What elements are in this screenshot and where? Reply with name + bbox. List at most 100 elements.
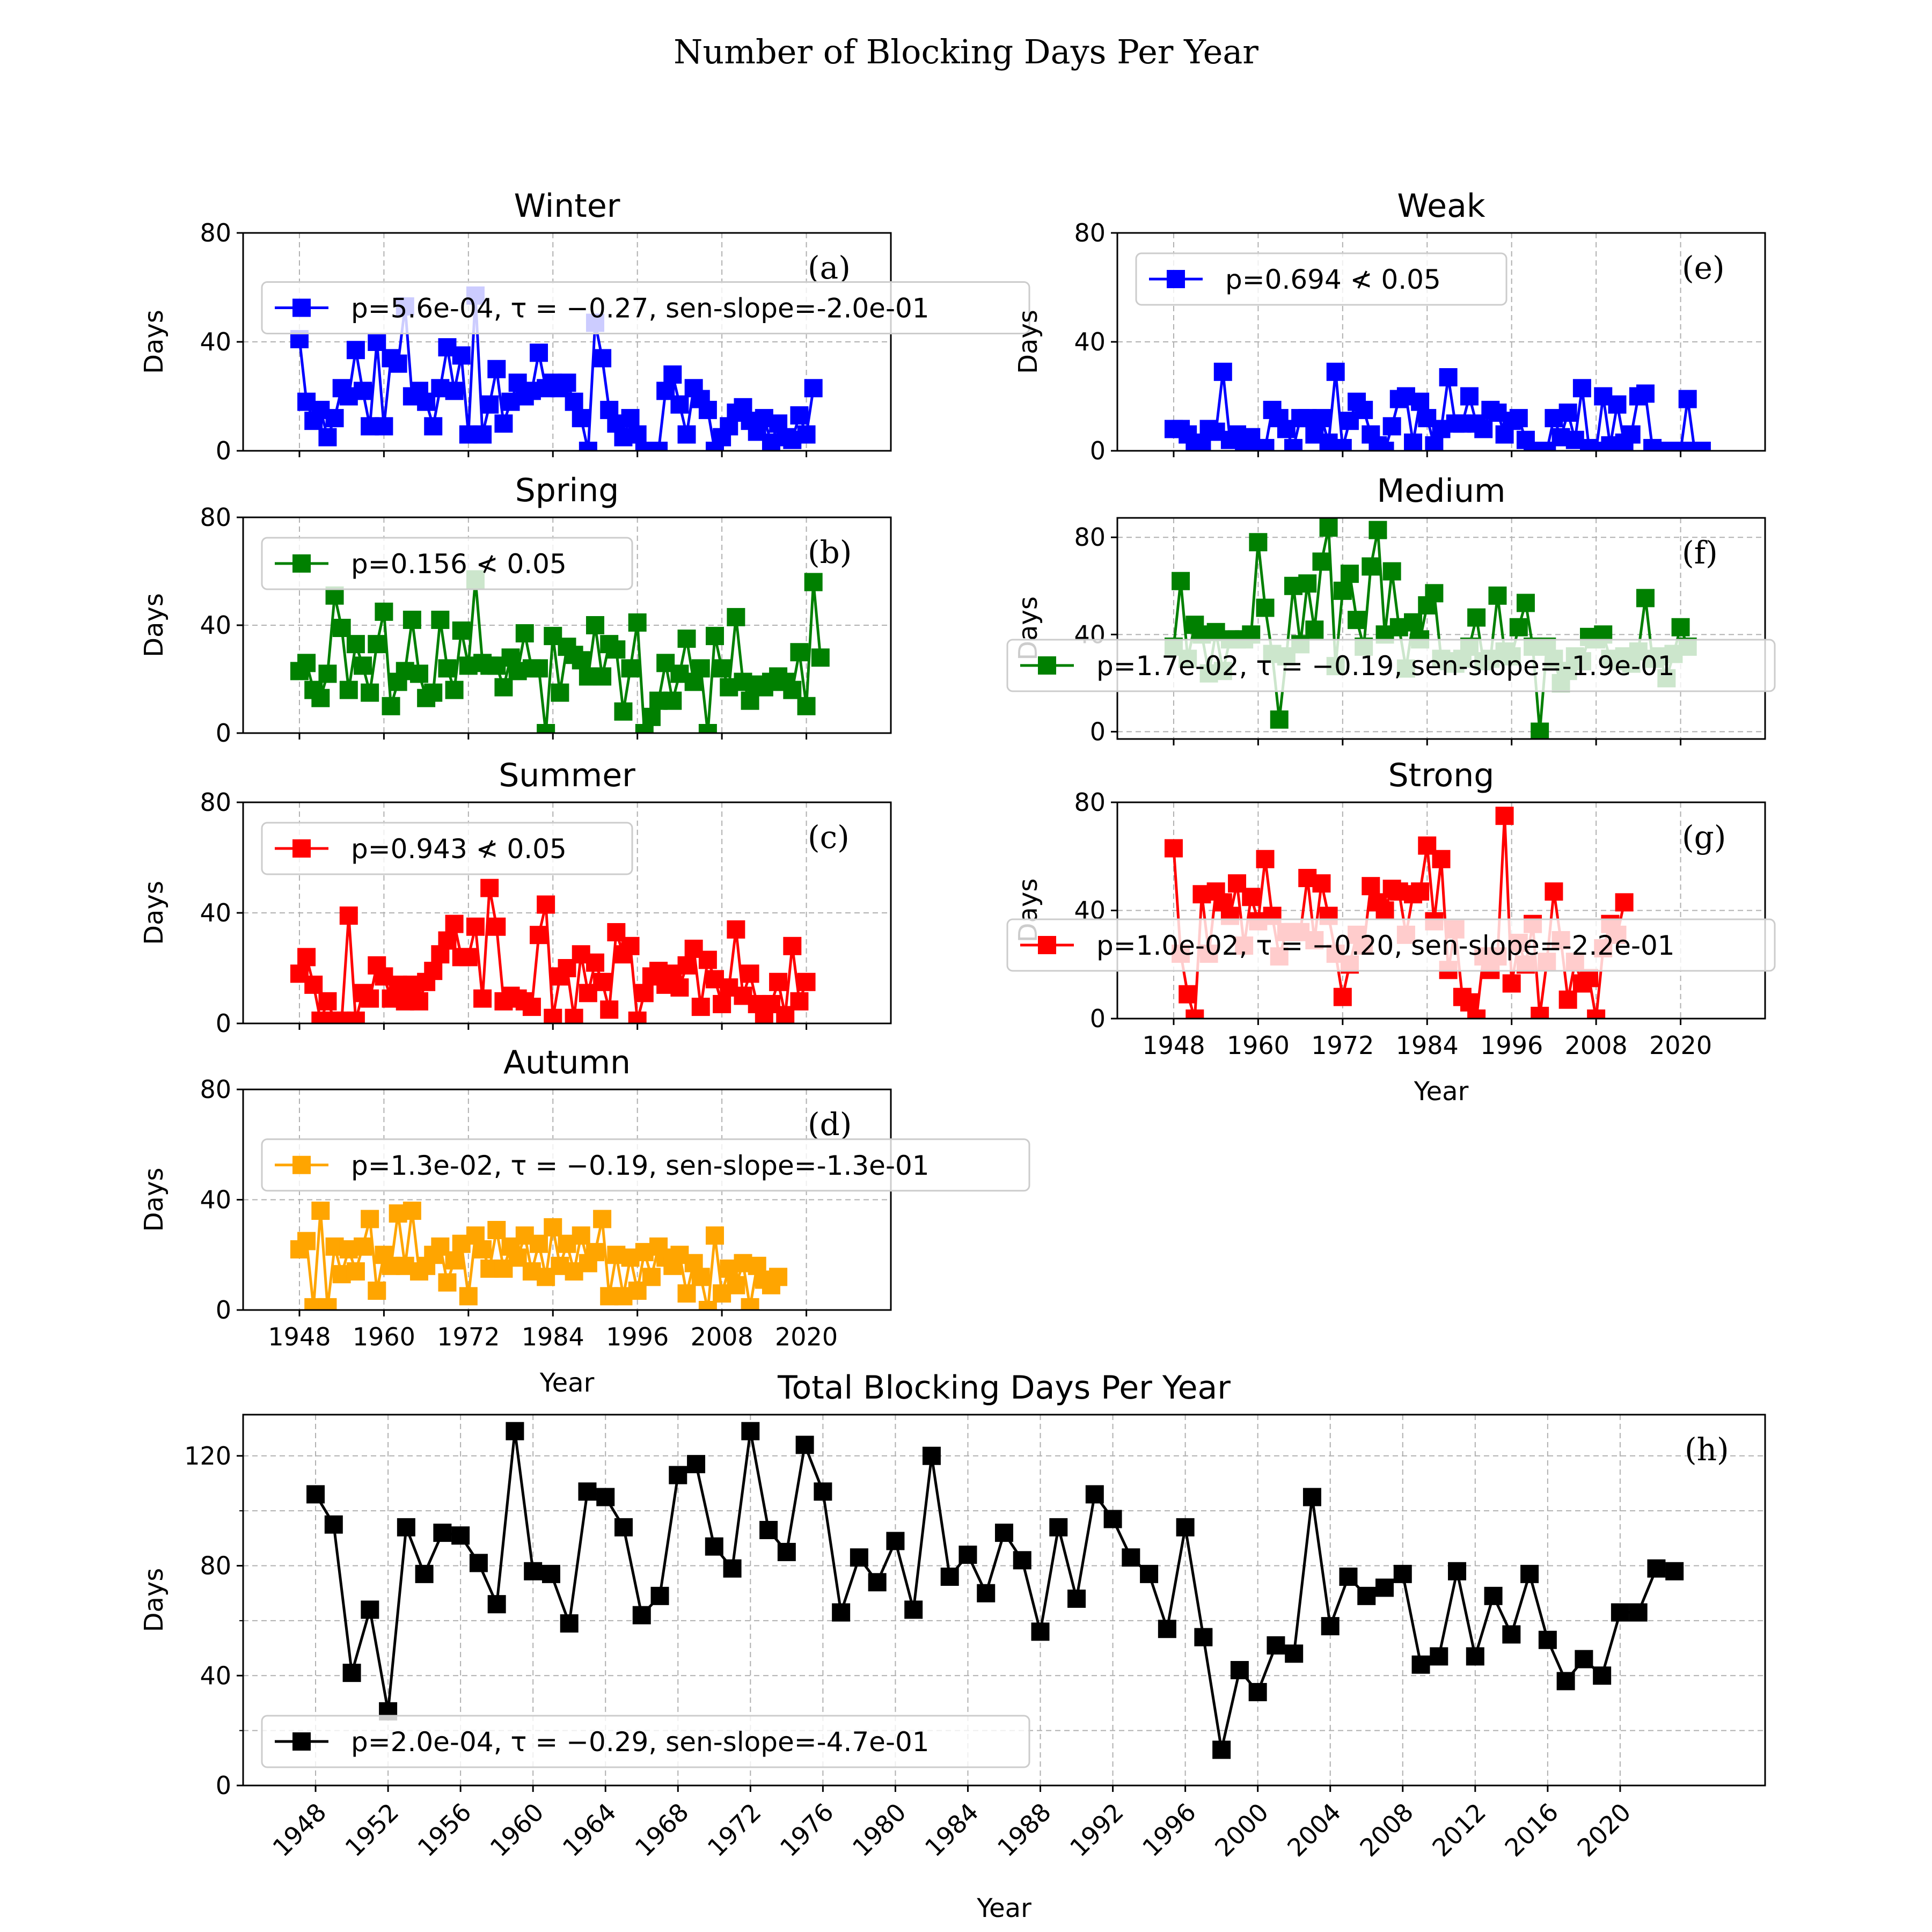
legend: p=0.156 ≮ 0.05 <box>261 537 633 590</box>
x-axis-label: Year <box>976 1893 1031 1923</box>
data-point <box>1249 533 1268 552</box>
data-point <box>1375 1578 1394 1597</box>
data-point <box>1587 442 1606 451</box>
data-point <box>650 1586 669 1605</box>
legend-label: p=5.6e-04, τ = −0.27, sen-slope=-2.0e-01 <box>351 293 930 324</box>
legend: p=1.3e-02, τ = −0.19, sen-slope=-1.3e-01 <box>261 1138 1030 1192</box>
data-point <box>1312 874 1331 893</box>
data-point <box>593 349 612 368</box>
data-point <box>1531 1006 1549 1019</box>
data-point <box>346 1262 365 1281</box>
data-point <box>1375 442 1394 451</box>
data-point <box>677 1284 696 1303</box>
data-point <box>635 724 654 733</box>
x-tick-label: 1960 <box>353 1322 415 1351</box>
x-tick-label: 1992 <box>1064 1797 1129 1862</box>
data-point <box>1321 1617 1340 1636</box>
data-point <box>1357 1586 1376 1605</box>
series-f <box>1164 518 1697 739</box>
data-point <box>663 691 682 710</box>
data-point <box>572 651 590 670</box>
data-point <box>1671 442 1690 451</box>
data-point <box>677 630 696 648</box>
legend: p=0.943 ≮ 0.05 <box>261 822 633 875</box>
data-point <box>1302 1488 1321 1506</box>
data-point <box>544 1218 562 1236</box>
data-point <box>1647 1559 1666 1578</box>
series-h <box>306 1422 1684 1759</box>
data-point <box>705 1537 723 1556</box>
x-tick-label: 1988 <box>992 1797 1057 1862</box>
data-point <box>506 1422 524 1440</box>
panel-title: Medium <box>1377 472 1506 510</box>
data-point <box>1531 722 1549 739</box>
x-tick-label: 1996 <box>1480 1031 1543 1060</box>
data-point <box>332 619 351 638</box>
legend-box <box>261 281 1030 334</box>
data-point <box>1382 562 1401 581</box>
data-point <box>790 406 809 425</box>
data-point <box>1593 1666 1612 1685</box>
x-tick-label: 1996 <box>606 1322 669 1351</box>
data-point <box>487 917 506 936</box>
y-tick-label: 0 <box>216 436 231 465</box>
data-point <box>632 1606 651 1624</box>
series-line <box>1172 814 1626 1019</box>
y-tick-label: 0 <box>1090 436 1106 465</box>
legend-label: p=0.694 ≮ 0.05 <box>1225 264 1441 295</box>
data-point <box>346 341 365 360</box>
data-point <box>1636 384 1655 403</box>
data-point <box>628 425 647 444</box>
series-g <box>1164 807 1634 1019</box>
data-point <box>586 1243 604 1262</box>
data-point <box>1031 1622 1050 1641</box>
data-point <box>1495 807 1514 825</box>
data-point <box>537 895 555 914</box>
data-point <box>691 659 710 678</box>
data-point <box>361 989 379 1008</box>
legend: p=2.0e-04, τ = −0.29, sen-slope=-4.7e-01 <box>261 1715 1030 1768</box>
data-point <box>1348 611 1366 630</box>
data-point <box>572 409 590 428</box>
data-point <box>544 1008 562 1023</box>
data-point <box>723 1559 742 1578</box>
x-tick-label: 1980 <box>847 1797 912 1862</box>
data-point <box>1558 990 1577 1009</box>
data-point <box>409 992 428 1011</box>
data-point <box>1393 1564 1412 1583</box>
legend-label: p=0.943 ≮ 0.05 <box>351 833 567 865</box>
data-point <box>1375 901 1394 920</box>
data-point <box>713 659 731 678</box>
data-point <box>537 724 555 733</box>
data-point <box>1502 1625 1521 1644</box>
x-tick-label: 1964 <box>557 1797 622 1862</box>
x-tick-label: 1968 <box>630 1797 694 1862</box>
y-tick-label: 40 <box>200 1185 231 1214</box>
data-point <box>445 1251 464 1270</box>
x-tick-label: 2000 <box>1209 1797 1274 1862</box>
y-tick-label: 80 <box>1074 523 1106 552</box>
data-point <box>1185 1009 1204 1019</box>
data-point <box>515 624 534 643</box>
data-point <box>361 683 379 702</box>
data-point <box>677 425 696 444</box>
data-point <box>541 1564 560 1583</box>
data-point <box>614 1518 633 1536</box>
data-point <box>698 950 717 969</box>
x-tick-label: 1948 <box>268 1322 331 1351</box>
panel-title: Total Blocking Days Per Year <box>777 1369 1231 1407</box>
data-point <box>459 948 478 967</box>
panel-letter: (d) <box>808 1106 852 1143</box>
data-point <box>572 1226 590 1245</box>
data-point <box>318 1298 337 1310</box>
data-point <box>677 956 696 975</box>
data-point <box>713 994 731 1013</box>
data-point <box>304 975 323 994</box>
data-point <box>596 1488 615 1506</box>
legend: p=1.0e-02, τ = −0.20, sen-slope=-2.2e-01 <box>1006 918 1776 972</box>
data-point <box>438 1273 457 1292</box>
data-point <box>1615 893 1634 912</box>
data-point <box>1267 1636 1285 1655</box>
